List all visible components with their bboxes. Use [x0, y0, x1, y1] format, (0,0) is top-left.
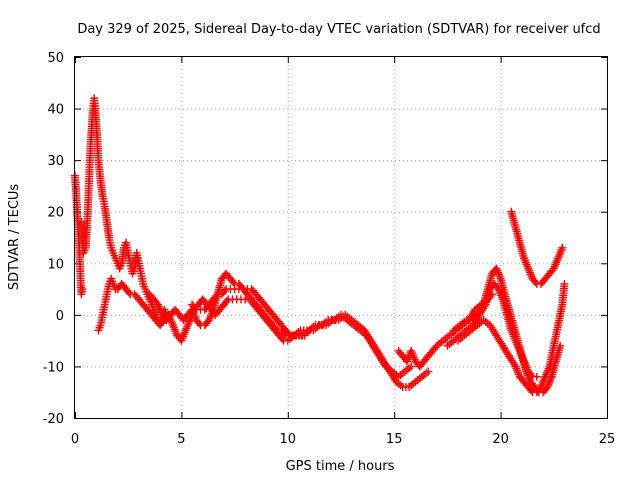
data-point	[527, 371, 536, 380]
x-tick-label: 25	[599, 432, 616, 447]
data-point	[190, 303, 199, 312]
plot-frame	[74, 56, 608, 419]
data-point	[558, 243, 567, 252]
data-point	[407, 362, 416, 371]
x-tick-label: 15	[386, 432, 403, 447]
data-point	[431, 343, 440, 352]
x-tick-label: 5	[177, 432, 185, 447]
series-track-h	[449, 279, 541, 381]
y-tick-label: -20	[43, 412, 64, 427]
y-tick-label: 40	[47, 103, 64, 118]
data-point	[527, 386, 536, 395]
data-point	[78, 285, 87, 294]
tick-labels: 0 5 10 15 20 25 -20 -10 0 10 20 30 40 50	[43, 51, 616, 447]
x-tick-label: 0	[71, 432, 79, 447]
y-tick-label: 10	[47, 257, 64, 272]
data-point	[195, 319, 204, 328]
x-tick-label: 20	[492, 432, 509, 447]
data-point	[271, 324, 280, 333]
y-tick-label: 50	[47, 51, 64, 66]
series-track-b	[77, 94, 171, 325]
data-point	[531, 278, 540, 287]
data-point	[229, 278, 238, 287]
data-point	[532, 372, 541, 381]
series-track-j	[507, 207, 567, 288]
data-point	[280, 329, 289, 338]
y-tick-label: 20	[47, 206, 64, 221]
y-tick-label: -10	[43, 360, 64, 375]
data-point	[278, 334, 287, 343]
chart-title: Day 329 of 2025, Sidereal Day-to-day VTE…	[77, 22, 600, 37]
data-point	[560, 279, 569, 288]
y-tick-label: 0	[56, 309, 64, 324]
series-track-i	[454, 279, 569, 397]
data-point	[300, 331, 309, 340]
data-point	[424, 367, 433, 376]
data-point	[220, 286, 229, 295]
data-point	[212, 291, 221, 300]
x-tick-label: 10	[280, 432, 297, 447]
y-tick-label: 30	[47, 154, 64, 169]
x-axis-label: GPS time / hours	[286, 459, 395, 474]
y-axis-label: SDTVAR / TECUs	[7, 184, 22, 291]
data-point	[124, 288, 133, 297]
data-point	[222, 297, 231, 306]
data-points	[71, 94, 569, 397]
series-track-e	[188, 285, 309, 340]
